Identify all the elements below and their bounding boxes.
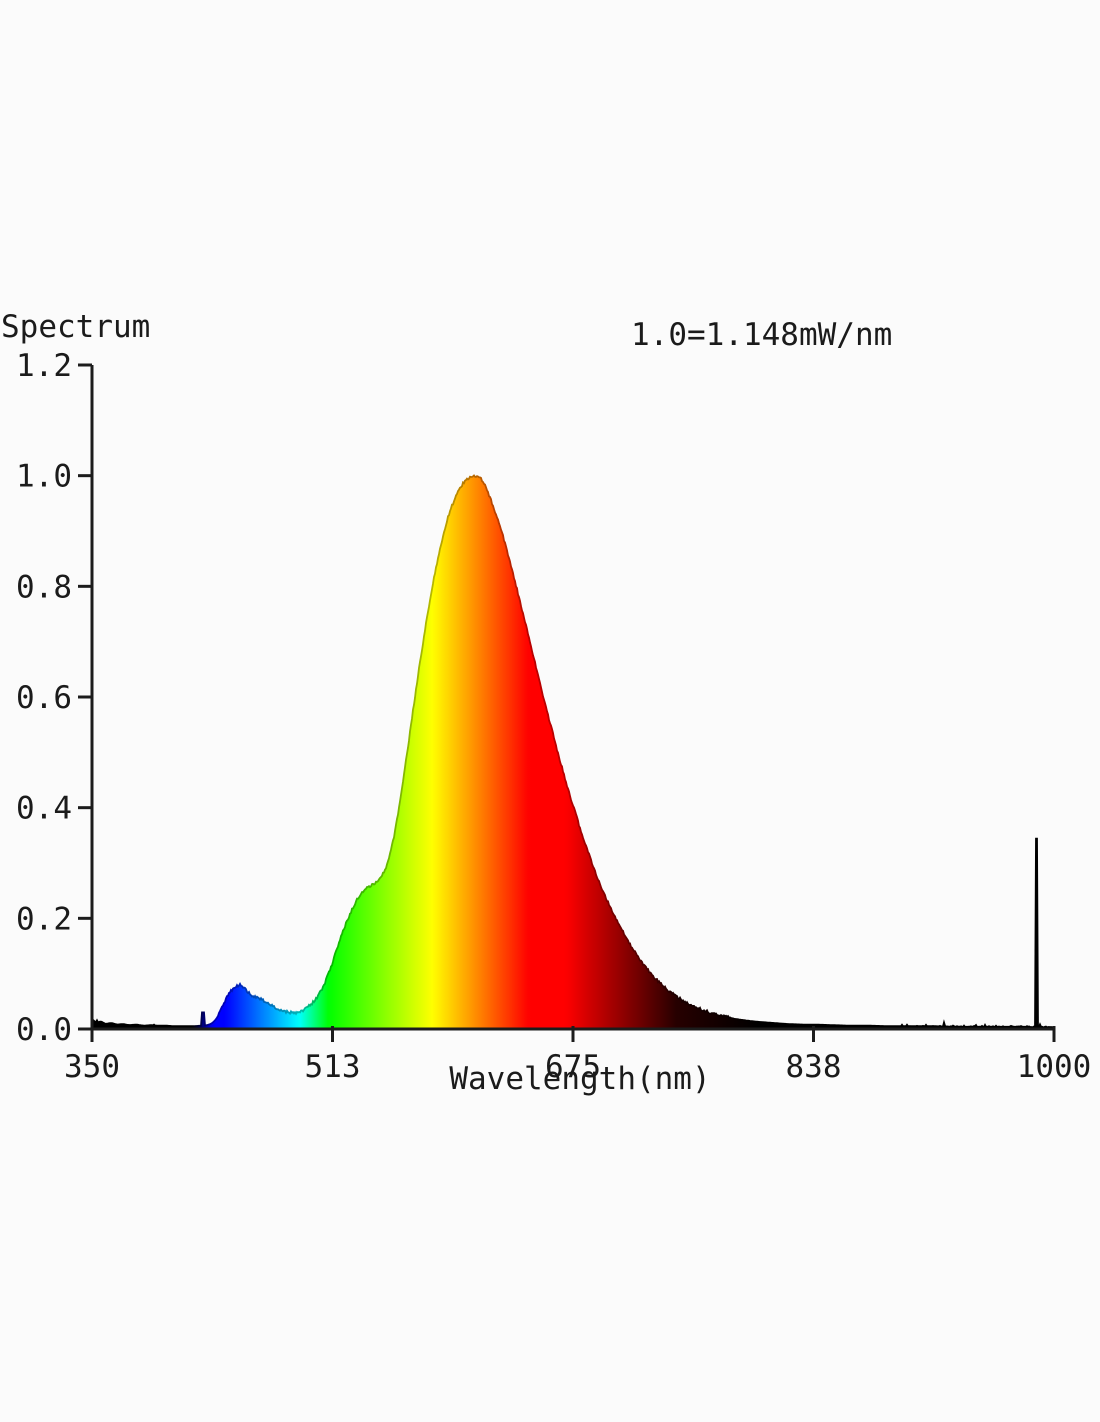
x-tick-label: 1000 [1017, 1049, 1092, 1085]
y-tick-label: 0.6 [16, 680, 72, 716]
x-tick-label: 513 [305, 1049, 361, 1085]
x-axis-label: Wavelength(nm) [449, 1061, 711, 1097]
y-tick-label: 1.2 [16, 348, 72, 384]
scale-annotation: 1.0=1.148mW/nm [631, 317, 893, 353]
spectrum-curve-edge [91, 474, 1054, 1029]
x-tick-label: 675 [545, 1049, 601, 1085]
y-tick-label: 1.0 [16, 459, 72, 495]
y-tick-label: 0.2 [16, 901, 72, 937]
y-tick-label: 0.8 [16, 569, 72, 605]
x-tick-label: 350 [64, 1049, 120, 1085]
y-tick-label: 0.4 [16, 791, 72, 827]
spectrum-area [92, 475, 1054, 1029]
chart-title: Spectrum [1, 309, 151, 345]
x-tick-label: 838 [786, 1049, 842, 1085]
y-tick-label: 0.0 [16, 1012, 72, 1048]
